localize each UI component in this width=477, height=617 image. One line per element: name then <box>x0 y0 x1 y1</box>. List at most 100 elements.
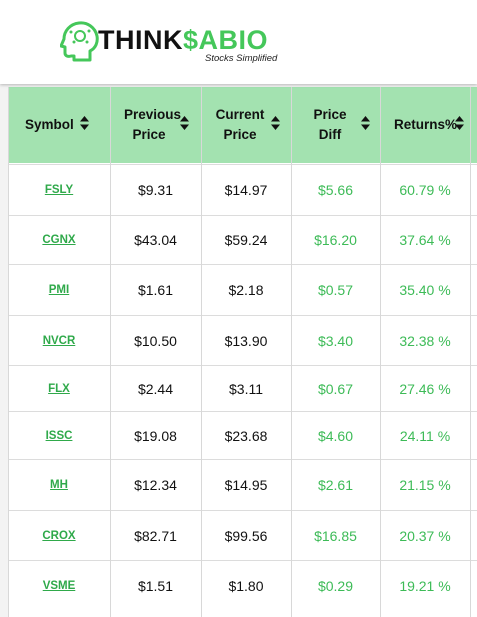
cell-price-diff: $0.67 <box>291 366 380 411</box>
symbol-link[interactable]: NVCR <box>42 334 76 347</box>
cell-returns: 21.15 % <box>380 460 470 510</box>
cell-symbol: CGNX <box>8 216 110 264</box>
column-divider <box>201 87 202 617</box>
table-row: FLX $2.44 $3.11 $0.67 27.46 % <box>8 365 477 411</box>
symbol-link[interactable]: FLX <box>48 382 70 395</box>
returns-table: Symbol Previous Price Current Price Price Diff… <box>8 87 477 617</box>
cell-returns: 27.46 % <box>380 366 470 411</box>
column-header-current-price[interactable]: Current Price <box>201 87 291 163</box>
sort-arrows-icon[interactable] <box>361 116 370 136</box>
column-divider <box>380 87 381 617</box>
symbol-link[interactable]: MH <box>50 479 68 491</box>
column-header-label: Returns% <box>394 115 458 135</box>
cell-current-price: $14.97 <box>201 165 291 215</box>
table-header-row: Symbol Previous Price Current Price Price Diff… <box>8 87 477 163</box>
cell-value: $23.68 <box>224 427 268 444</box>
cell-price-diff: $16.20 <box>291 216 380 264</box>
cell-current-price: $99.56 <box>201 511 291 560</box>
symbol-link[interactable]: FSLY <box>44 184 74 196</box>
brand-logo[interactable]: THINK$ABIO Stocks Simplified <box>60 20 290 68</box>
brand-name: THINK$ABIO <box>98 24 268 56</box>
head-gear-icon <box>60 21 99 62</box>
cell-value: $16.85 <box>314 527 357 544</box>
cell-symbol: CROX <box>8 511 110 560</box>
cell-symbol: MH <box>8 460 110 510</box>
cell-current-price: $13.90 <box>201 316 291 365</box>
cell-current-price: $23.68 <box>201 412 291 459</box>
column-header-label-line1: Current <box>215 107 265 122</box>
cell-price-diff: $3.40 <box>291 316 380 365</box>
table-row: NVCR $10.50 $13.90 $3.40 32.38 % <box>8 315 477 365</box>
column-header-label-line1: Previous <box>124 107 182 122</box>
site-header: THINK$ABIO Stocks Simplified <box>0 0 477 84</box>
column-header-label-line1: Symbol <box>25 117 74 132</box>
sort-arrows-icon[interactable] <box>271 116 280 136</box>
cell-price-diff: $5.66 <box>291 165 380 215</box>
column-divider <box>110 87 111 617</box>
symbol-link[interactable]: ISSC <box>45 429 73 442</box>
cell-value: $2.44 <box>137 380 174 397</box>
cell-price-diff: $16.85 <box>291 511 380 560</box>
cell-symbol: ISSC <box>8 412 110 459</box>
column-header-label: Symbol <box>25 115 75 135</box>
symbol-link[interactable]: PMI <box>48 284 70 296</box>
cell-previous-price: $43.04 <box>110 216 201 264</box>
symbol-link[interactable]: CROX <box>42 529 76 542</box>
sort-arrows-icon[interactable] <box>455 116 464 136</box>
cell-price-diff: $0.57 <box>291 265 380 315</box>
sort-arrows-icon[interactable] <box>80 116 89 136</box>
cell-value: $0.57 <box>317 282 354 298</box>
cell-previous-price: $9.31 <box>110 165 201 215</box>
cell-value: $10.50 <box>134 332 177 349</box>
brand-name-sabio: $ABIO <box>183 25 269 55</box>
cell-symbol: FLX <box>8 366 110 411</box>
column-header-previous-price[interactable]: Previous Price <box>110 87 201 163</box>
table-row: MH $12.34 $14.95 $2.61 21.15 % <box>8 459 477 510</box>
cell-value: $13.90 <box>224 332 268 349</box>
column-header-label-line1: Returns% <box>394 117 458 132</box>
cell-previous-price: $19.08 <box>110 412 201 459</box>
cell-value: 60.79 % <box>399 182 451 198</box>
cell-price-diff: $0.29 <box>291 561 380 610</box>
cell-value: $12.34 <box>134 477 177 493</box>
cell-value: 37.64 % <box>399 232 451 248</box>
table-row: CROX $82.71 $99.56 $16.85 20.37 % <box>8 510 477 560</box>
cell-value: $5.66 <box>317 182 354 198</box>
table-row: FSLY $9.31 $14.97 $5.66 60.79 % <box>8 164 477 215</box>
cell-returns: 35.40 % <box>380 265 470 315</box>
cell-symbol: NVCR <box>8 316 110 365</box>
cell-value: 21.15 % <box>399 477 451 493</box>
cell-price-diff: $2.61 <box>291 460 380 510</box>
cell-previous-price: $82.71 <box>110 511 201 560</box>
brand-name-think: THINK <box>98 25 183 55</box>
cell-value: $0.29 <box>317 577 354 594</box>
cell-value: $3.40 <box>317 332 354 349</box>
sort-arrows-icon[interactable] <box>180 116 189 136</box>
symbol-link[interactable]: VSME <box>42 579 76 592</box>
column-header-price-diff[interactable]: Price Diff <box>291 87 380 163</box>
cell-value: 32.38 % <box>399 332 451 349</box>
column-header-label: Current Price <box>215 105 265 145</box>
symbol-link[interactable]: CGNX <box>42 234 76 246</box>
cell-returns: 24.11 % <box>380 412 470 459</box>
cell-returns: 60.79 % <box>380 165 470 215</box>
column-divider <box>291 87 292 617</box>
table-row: ISSC $19.08 $23.68 $4.60 24.11 % <box>8 411 477 459</box>
table-row: VSME $1.51 $1.80 $0.29 19.21 % <box>8 560 477 610</box>
cell-value: $43.04 <box>134 232 177 248</box>
cell-value: 19.21 % <box>399 577 451 594</box>
cell-value: $14.97 <box>224 182 268 198</box>
cell-value: $2.18 <box>228 282 264 298</box>
table-row: PMI $1.61 $2.18 $0.57 35.40 % <box>8 264 477 315</box>
cell-value: 24.11 % <box>399 427 451 444</box>
column-header-returns[interactable]: Returns% <box>380 87 470 163</box>
cell-value: $14.95 <box>224 477 268 493</box>
cell-current-price: $14.95 <box>201 460 291 510</box>
cell-value: $16.20 <box>314 232 357 248</box>
cell-value: $82.71 <box>134 527 177 544</box>
cell-value: $59.24 <box>224 232 268 248</box>
column-header-symbol[interactable]: Symbol <box>8 87 110 163</box>
cell-value: $3.11 <box>229 380 263 397</box>
cell-previous-price: $2.44 <box>110 366 201 411</box>
cell-current-price: $3.11 <box>201 366 291 411</box>
